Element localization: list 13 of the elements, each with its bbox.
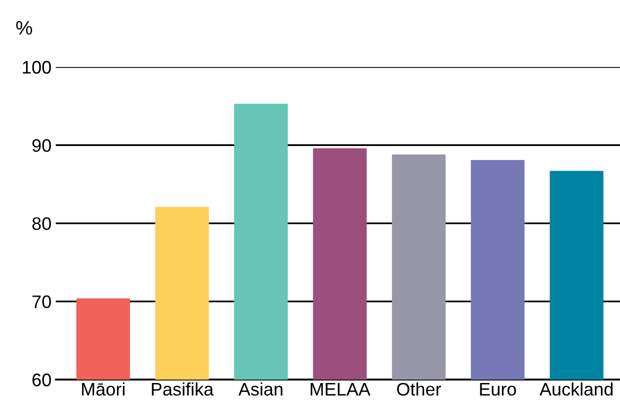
x-tick-label: Asian [238,382,282,396]
x-tick-label: Pasifika [152,382,214,396]
x-tick-label: Other [397,382,442,396]
y-tick-label: 100 [22,60,51,74]
x-tick-label: Auckland [540,382,613,396]
y-tick-label: 80 [32,217,51,230]
x-tick-label: Euro [480,383,516,396]
y-tick-label: 60 [32,374,51,386]
y-tick-label: 90 [32,139,51,152]
x-tick-label: Māori [82,382,125,396]
y-tick-label: 70 [32,295,51,308]
x-tick-label: MELAA [310,383,370,396]
y-axis-title: % [16,21,32,35]
